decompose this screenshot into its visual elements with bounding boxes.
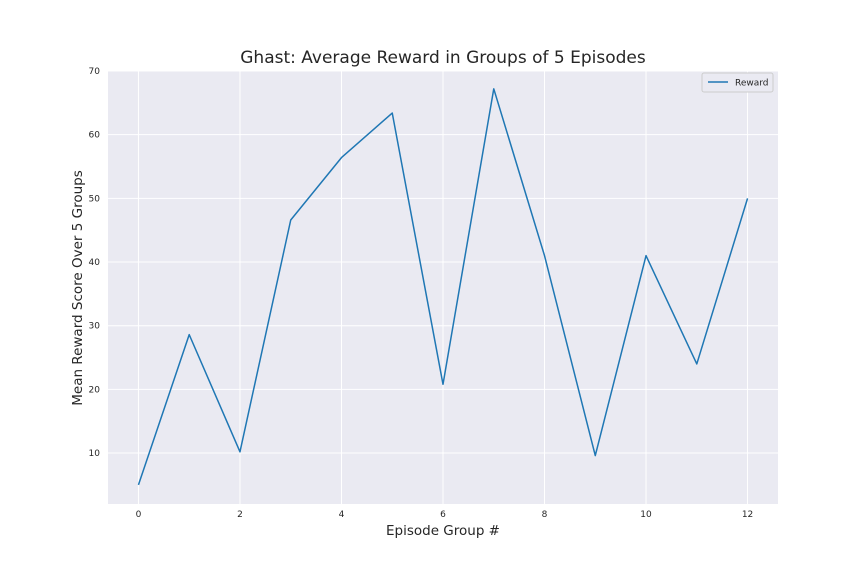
y-tick-label: 20 — [89, 385, 101, 395]
x-tick-label: 6 — [440, 510, 446, 520]
x-tick-label: 8 — [542, 510, 548, 520]
y-tick-label: 60 — [89, 131, 101, 141]
legend: Reward — [701, 72, 774, 93]
x-tick-label: 12 — [742, 510, 753, 520]
x-axis-label: Episode Group # — [386, 523, 500, 539]
y-tick-label: 70 — [89, 67, 101, 77]
x-tick-label: 10 — [640, 510, 652, 520]
x-tick-label: 4 — [339, 510, 345, 520]
chart-title: Ghast: Average Reward in Groups of 5 Epi… — [240, 48, 646, 68]
y-tick-label: 30 — [89, 322, 101, 332]
y-tick-label: 40 — [89, 258, 101, 268]
tick-labels: 0 2 4 6 8 10 12 10 20 30 40 50 60 70 — [89, 67, 754, 520]
y-tick-label: 10 — [89, 449, 101, 459]
series-lines — [137, 88, 749, 486]
legend-label-reward: Reward — [735, 79, 769, 89]
x-tick-label: 2 — [237, 510, 243, 520]
x-tick-label: 0 — [136, 510, 142, 520]
legend-box — [701, 72, 774, 93]
grid-lines — [108, 70, 778, 504]
y-tick-label: 50 — [89, 194, 101, 204]
y-axis-label: Mean Reward Score Over 5 Groups — [70, 170, 86, 406]
